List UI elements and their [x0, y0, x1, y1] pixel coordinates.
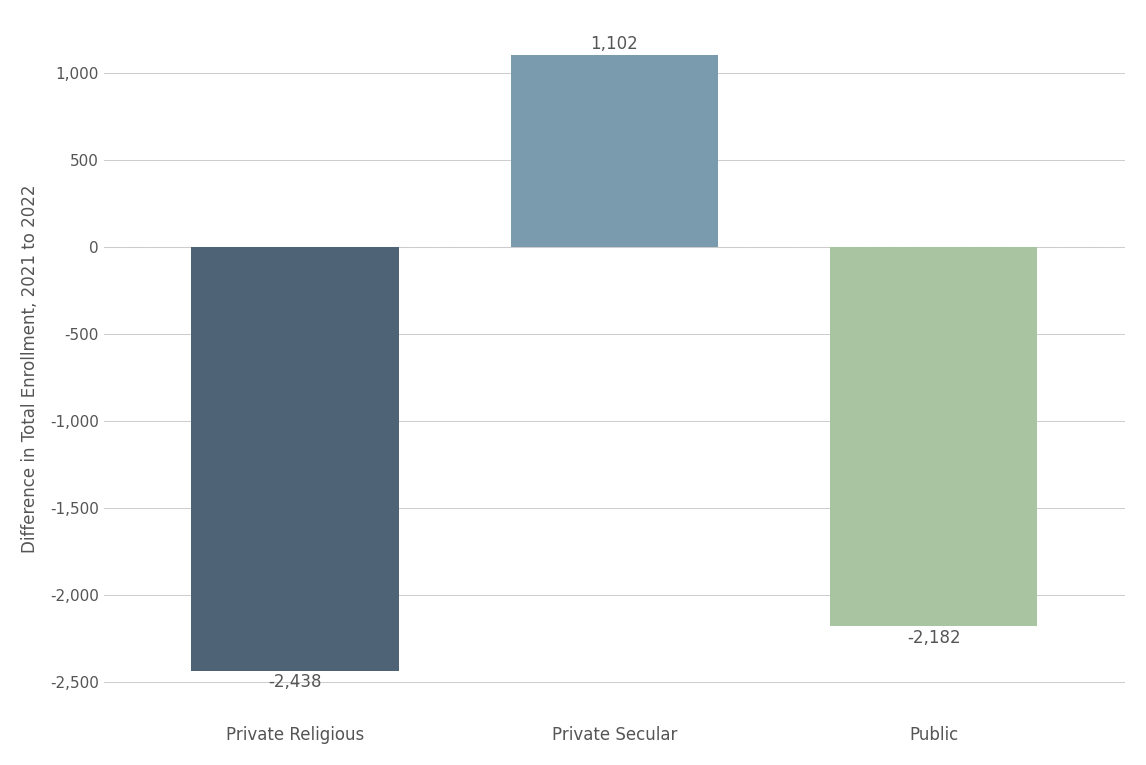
- Text: -2,438: -2,438: [268, 673, 322, 692]
- Y-axis label: Difference in Total Enrollment, 2021 to 2022: Difference in Total Enrollment, 2021 to …: [21, 184, 39, 553]
- Bar: [830, 247, 1037, 627]
- Bar: [191, 247, 399, 671]
- Text: 1,102: 1,102: [590, 34, 638, 53]
- Text: -2,182: -2,182: [906, 629, 960, 647]
- Bar: [511, 55, 719, 247]
